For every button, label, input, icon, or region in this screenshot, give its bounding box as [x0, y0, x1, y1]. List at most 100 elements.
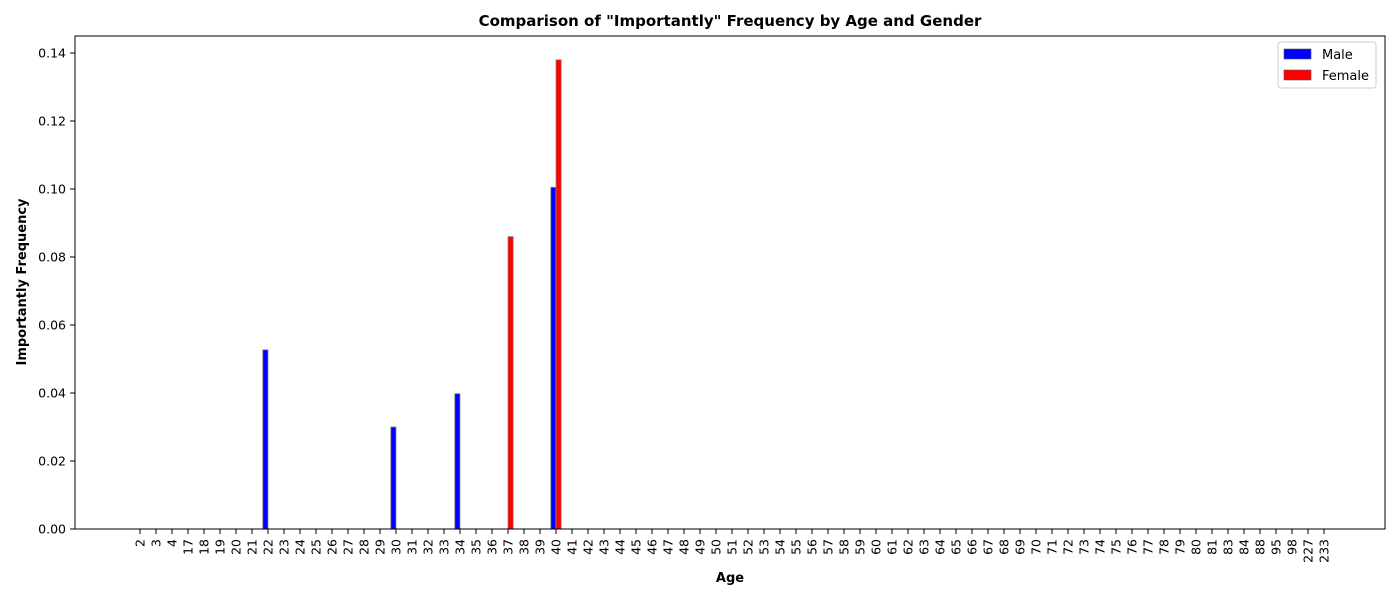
y-tick-label: 0.12: [38, 114, 66, 129]
bar-male: [262, 349, 269, 530]
x-tick-label: 51: [725, 539, 740, 555]
x-tick-label: 74: [1093, 539, 1108, 555]
legend-swatch-female: [1283, 69, 1312, 81]
x-tick-label: 28: [357, 539, 372, 555]
x-tick-label: 60: [869, 539, 884, 555]
x-tick-label: 37: [501, 539, 516, 555]
y-tick-label: 0.02: [38, 454, 66, 469]
x-tick-label: 79: [1173, 539, 1188, 555]
x-tick-label: 31: [405, 539, 420, 555]
x-tick-label: 64: [933, 539, 948, 555]
x-tick-label: 83: [1221, 539, 1236, 555]
x-tick-label: 20: [229, 539, 244, 555]
legend: Male Female: [1277, 41, 1377, 89]
x-tick-label: 88: [1253, 539, 1268, 555]
x-tick-label: 48: [677, 539, 692, 555]
x-tick-label: 72: [1061, 539, 1076, 555]
bar-male: [454, 393, 461, 530]
x-tick-label: 25: [309, 539, 324, 555]
x-tick-label: 32: [421, 539, 436, 555]
chart-title: Comparison of "Importantly" Frequency by…: [479, 12, 982, 30]
x-tick-label: 41: [565, 539, 580, 555]
x-tick-label: 49: [693, 539, 708, 555]
x-tick-label: 22: [261, 539, 276, 555]
x-tick-label: 58: [837, 539, 852, 555]
bar-male: [390, 426, 397, 530]
axes-frame: [74, 35, 1386, 530]
x-tick-label: 69: [1013, 539, 1028, 555]
x-tick-label: 4: [165, 539, 180, 547]
x-tick-label: 54: [773, 539, 788, 555]
x-tick-label: 29: [373, 539, 388, 555]
x-tick-label: 62: [901, 539, 916, 555]
x-tick-label: 233: [1317, 539, 1332, 563]
x-tick-label: 61: [885, 539, 900, 555]
x-tick-label: 57: [821, 539, 836, 555]
plot-area: 0.000.020.040.060.080.100.120.142 3 4 17 18 1…: [38, 35, 1386, 563]
x-tick-label: 70: [1029, 539, 1044, 555]
legend-label-female: Female: [1322, 69, 1369, 84]
y-axis-label: Importantly Frequency: [15, 198, 30, 366]
x-tick-label: 59: [853, 539, 868, 555]
x-tick-label: 43: [597, 539, 612, 555]
x-tick-label: 84: [1237, 539, 1252, 555]
x-tick-label: 65: [949, 539, 964, 555]
x-axis-label: Age: [716, 571, 744, 586]
x-tick-label: 40: [549, 539, 564, 555]
x-tick-label: 66: [965, 539, 980, 555]
x-tick-label: 47: [661, 539, 676, 555]
y-tick-label: 0.10: [38, 182, 66, 197]
x-tick-label: 39: [533, 539, 548, 555]
x-tick-label: 63: [917, 539, 932, 555]
x-tick-label: 53: [757, 539, 772, 555]
x-tick-label: 77: [1141, 539, 1156, 555]
x-tick-label: 27: [341, 539, 356, 555]
x-tick-label: 98: [1285, 539, 1300, 555]
x-tick-label: 52: [741, 539, 756, 555]
x-tick-label: 42: [581, 539, 596, 555]
x-tick-label: 56: [805, 539, 820, 555]
x-tick-label: 227: [1301, 539, 1316, 563]
y-tick-label: 0.00: [38, 522, 66, 537]
x-tick-label: 68: [997, 539, 1012, 555]
x-tick-label: 34: [453, 539, 468, 555]
x-tick-label: 71: [1045, 539, 1060, 555]
bar-male: [550, 186, 557, 530]
x-tick-label: 30: [389, 539, 404, 555]
legend-swatch-male: [1283, 48, 1312, 60]
bar-female: [507, 236, 514, 530]
x-tick-label: 2: [133, 539, 148, 547]
x-tick-label: 73: [1077, 539, 1092, 555]
x-tick-label: 26: [325, 539, 340, 555]
x-tick-label: 46: [645, 539, 660, 555]
x-tick-label: 3: [149, 539, 164, 547]
x-tick-label: 38: [517, 539, 532, 555]
x-tick-label: 24: [293, 539, 308, 555]
x-tick-label: 55: [789, 539, 804, 555]
x-tick-label: 23: [277, 539, 292, 555]
x-tick-label: 18: [197, 539, 212, 555]
x-tick-label: 67: [981, 539, 996, 555]
x-tick-label: 50: [709, 539, 724, 555]
y-tick-label: 0.06: [38, 318, 66, 333]
x-tick-label: 35: [469, 539, 484, 555]
x-tick-label: 44: [613, 539, 628, 555]
y-tick-label: 0.04: [38, 386, 66, 401]
x-tick-label: 76: [1125, 539, 1140, 555]
legend-label-male: Male: [1322, 48, 1353, 63]
y-tick-label: 0.08: [38, 250, 66, 265]
x-tick-label: 33: [437, 539, 452, 555]
y-tick-label: 0.14: [38, 46, 66, 61]
x-tick-label: 36: [485, 539, 500, 555]
x-tick-label: 95: [1269, 539, 1284, 555]
bar-female: [555, 59, 562, 530]
x-tick-label: 19: [213, 539, 228, 555]
x-tick-label: 78: [1157, 539, 1172, 555]
x-tick-label: 45: [629, 539, 644, 555]
x-tick-label: 81: [1205, 539, 1220, 555]
x-tick-label: 75: [1109, 539, 1124, 555]
x-tick-label: 17: [181, 539, 196, 555]
x-tick-label: 80: [1189, 539, 1204, 555]
x-tick-label: 21: [245, 539, 260, 555]
